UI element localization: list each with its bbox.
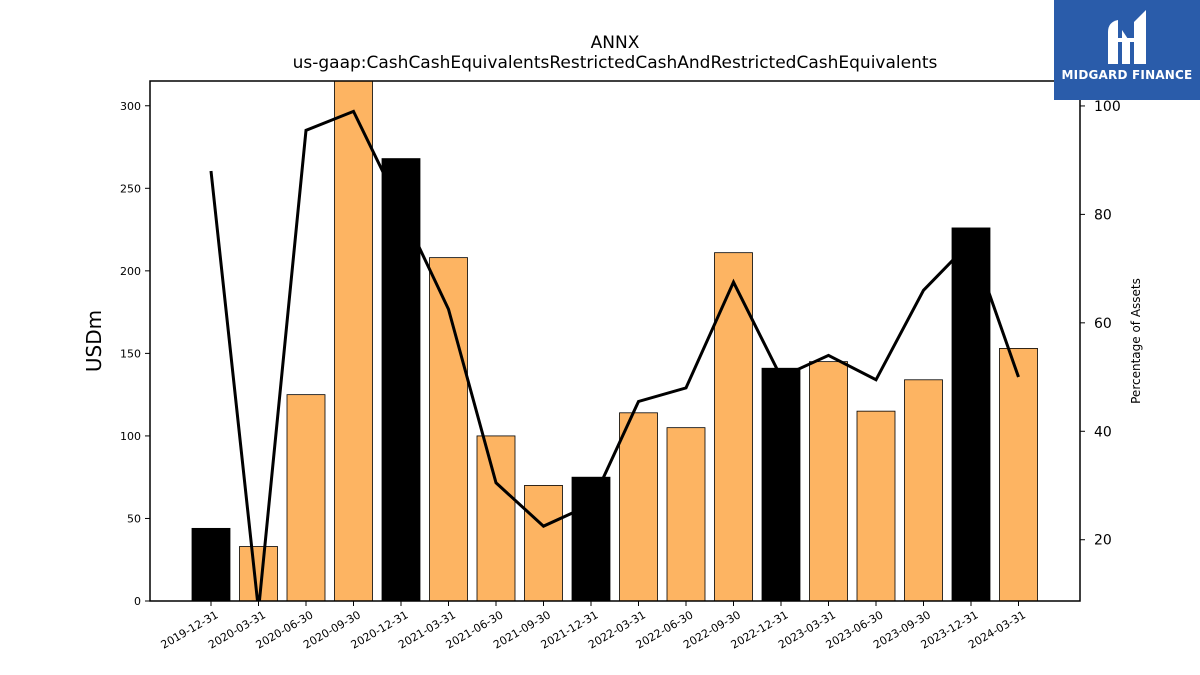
bar-2020-09-30 xyxy=(334,81,373,601)
bar-2020-12-31 xyxy=(381,158,421,601)
y-axis-label: USDm xyxy=(82,310,106,372)
bar-2023-06-30 xyxy=(856,410,896,601)
bar-2020-06-30 xyxy=(286,394,326,601)
percentage-line xyxy=(209,109,1020,601)
y-tick-label: 50 xyxy=(127,512,141,525)
bar-2022-12-31 xyxy=(761,367,801,601)
bar-2022-06-30 xyxy=(666,427,706,601)
y2-axis-label: Percentage of Assets xyxy=(1129,278,1143,404)
y2-tick-label: 40 xyxy=(1094,424,1112,440)
bar-2019-12-31 xyxy=(191,527,231,601)
bar-2022-09-30 xyxy=(714,252,753,601)
bar-2021-12-31 xyxy=(571,476,611,601)
bar-2023-09-30 xyxy=(904,379,943,601)
y-tick-label: 300 xyxy=(120,100,141,113)
y-tick-label: 100 xyxy=(120,430,141,443)
midgard-finance-logo: MIDGARD FINANCE xyxy=(1054,0,1200,100)
bar-2023-03-31 xyxy=(809,361,848,601)
logo-mark-icon xyxy=(1108,10,1146,64)
y-tick-label: 250 xyxy=(120,182,141,195)
y-tick-label: 150 xyxy=(120,347,141,360)
chart-title: ANNX xyxy=(591,33,640,53)
bar-2021-09-30 xyxy=(524,485,563,601)
chart-subtitle: us-gaap:CashCashEquivalentsRestrictedCas… xyxy=(293,53,938,73)
bar-2024-03-31 xyxy=(999,348,1038,601)
bar-2022-03-31 xyxy=(619,412,658,601)
bar-2023-12-31 xyxy=(951,227,991,601)
y2-tick-label: 100 xyxy=(1094,99,1121,115)
line-group xyxy=(209,109,1020,601)
bar-2020-03-31 xyxy=(239,546,278,601)
y2-tick-label: 20 xyxy=(1094,533,1112,549)
logo-text: MIDGARD FINANCE xyxy=(1061,68,1193,82)
plot-frame xyxy=(149,80,1081,602)
y-tick-label: 0 xyxy=(134,595,141,608)
y-tick-label: 200 xyxy=(120,265,141,278)
bar-2021-06-30 xyxy=(476,435,516,601)
y2-tick-label: 80 xyxy=(1094,207,1112,223)
y2-tick-label: 60 xyxy=(1094,316,1112,332)
bars-group xyxy=(191,81,1038,601)
